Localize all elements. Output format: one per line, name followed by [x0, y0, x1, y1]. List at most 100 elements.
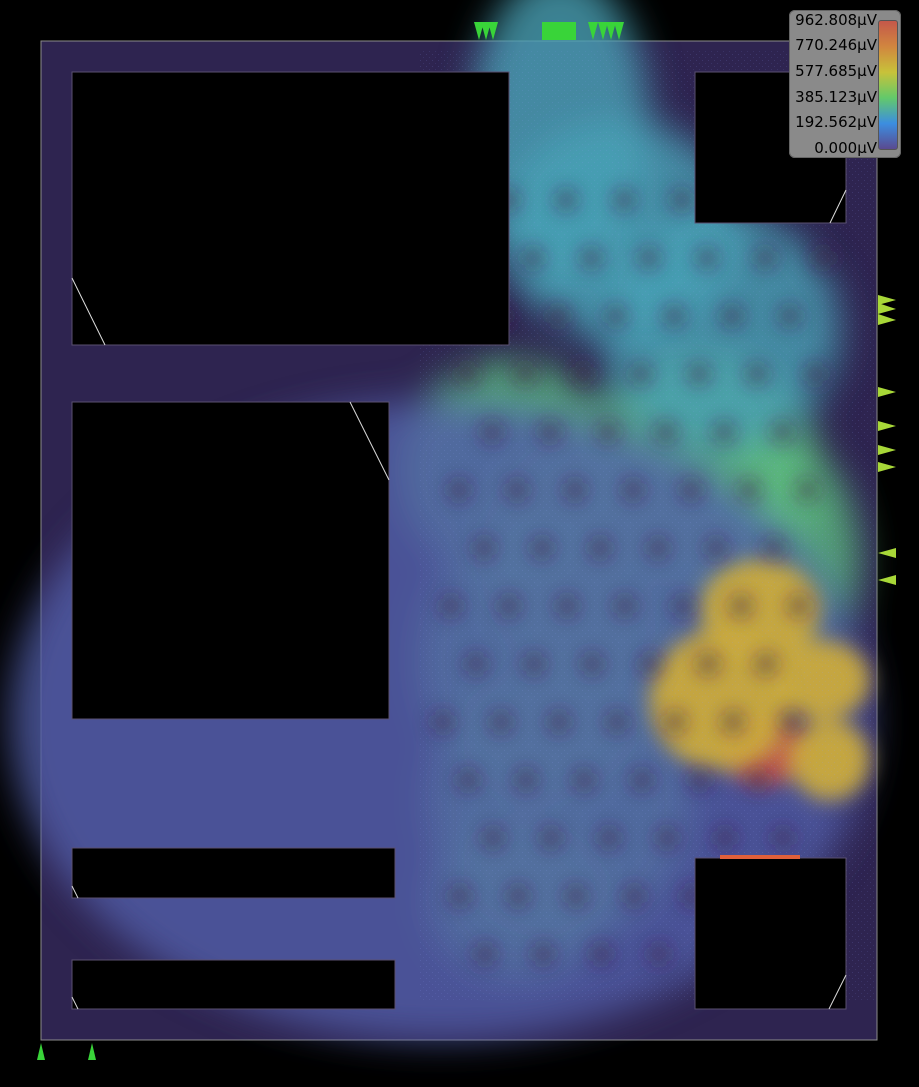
macro-block	[71, 401, 390, 720]
via-dot	[757, 655, 775, 673]
via-dot	[798, 481, 816, 499]
via-dot	[650, 945, 668, 963]
pin-marker	[588, 22, 598, 40]
via-dot	[607, 307, 625, 325]
pin-marker	[488, 22, 498, 40]
via-dot	[615, 191, 633, 209]
via-dot	[516, 365, 534, 383]
via-dot	[534, 945, 552, 963]
via-dot	[699, 655, 717, 673]
via-dot	[575, 771, 593, 789]
via-dot	[682, 481, 700, 499]
macro-block	[71, 959, 396, 1010]
via-dot	[690, 365, 708, 383]
hot-edge	[720, 855, 800, 859]
via-dot	[698, 249, 716, 267]
pin-marker	[606, 22, 616, 40]
via-dot	[732, 597, 750, 615]
via-dot	[625, 887, 643, 905]
pin-marker	[542, 22, 576, 40]
via-dot	[450, 481, 468, 499]
via-dot	[624, 481, 642, 499]
via-dot	[517, 771, 535, 789]
pin-marker	[474, 22, 484, 40]
via-dots	[433, 191, 832, 963]
via-dot	[691, 771, 709, 789]
via-dot	[583, 655, 601, 673]
pin-marker	[878, 548, 896, 558]
via-dot	[492, 713, 510, 731]
pin-marker	[878, 462, 896, 472]
via-dot	[724, 713, 742, 731]
via-dot	[707, 539, 725, 557]
via-dot	[633, 771, 651, 789]
via-dot	[765, 539, 783, 557]
via-dot	[640, 249, 658, 267]
via-dot	[541, 423, 559, 441]
pin-marker	[37, 1043, 45, 1060]
via-dot	[716, 829, 734, 847]
pin-marker	[598, 22, 608, 40]
via-dot	[814, 249, 832, 267]
via-dot	[781, 307, 799, 325]
via-dot	[641, 655, 659, 673]
via-dot	[756, 249, 774, 267]
macro-block	[694, 857, 847, 1010]
via-dot	[467, 655, 485, 673]
via-dot	[608, 713, 626, 731]
via-dot	[774, 829, 792, 847]
via-dot	[533, 539, 551, 557]
macro-block	[71, 71, 510, 346]
pin-marker	[878, 303, 896, 314]
colorbar-tick-label: 0.000µV	[814, 139, 877, 157]
via-dot	[509, 887, 527, 905]
colorbar-legend: 962.808µV 770.246µV 577.685µV 385.123µV …	[789, 10, 901, 158]
via-dot	[782, 713, 800, 731]
via-dot	[632, 365, 650, 383]
via-dot	[458, 365, 476, 383]
pin-marker	[481, 22, 491, 40]
via-dot	[673, 191, 691, 209]
via-dot	[649, 539, 667, 557]
via-dot	[599, 423, 617, 441]
via-dot	[740, 481, 758, 499]
via-dot	[459, 771, 477, 789]
via-dot	[600, 829, 618, 847]
via-dot	[542, 829, 560, 847]
colorbar-tick-label: 962.808µV	[795, 11, 877, 29]
colorbar-tick-label: 577.685µV	[795, 62, 877, 80]
via-dot	[476, 945, 494, 963]
via-dot	[549, 307, 567, 325]
via-dot	[550, 713, 568, 731]
via-dot	[566, 481, 584, 499]
pin-marker	[614, 22, 624, 40]
pin-marker	[878, 421, 896, 431]
colorbar-tick-label: 385.123µV	[795, 88, 877, 106]
via-dot	[434, 713, 452, 731]
via-dot	[665, 307, 683, 325]
pin-marker	[878, 445, 896, 455]
via-dot	[657, 423, 675, 441]
via-dot	[558, 597, 576, 615]
io-pins	[37, 22, 896, 1060]
pin-marker	[878, 314, 896, 325]
via-dot	[715, 423, 733, 441]
colorbar-gradient	[878, 20, 898, 150]
pin-marker	[878, 387, 896, 397]
via-dot	[451, 887, 469, 905]
via-dot	[749, 771, 767, 789]
pin-marker	[88, 1043, 96, 1060]
macros	[71, 71, 847, 1010]
via-dot	[773, 423, 791, 441]
via-dot	[508, 481, 526, 499]
via-dot	[658, 829, 676, 847]
via-dot	[806, 365, 824, 383]
via-dot	[616, 597, 634, 615]
via-dot	[666, 713, 684, 731]
via-dot	[557, 191, 575, 209]
via-dot	[582, 249, 600, 267]
via-dot	[574, 365, 592, 383]
via-dot	[674, 597, 692, 615]
via-dot	[591, 539, 609, 557]
